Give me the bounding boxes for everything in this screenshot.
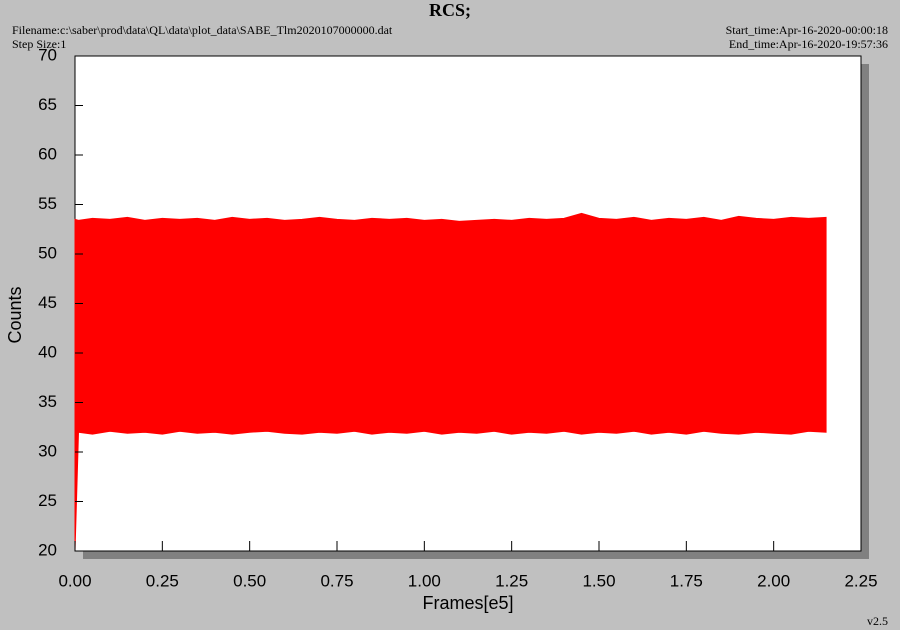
y-tick-label: 45 [38,293,57,312]
signal-band [74,212,827,552]
y-tick-label: 50 [38,243,57,262]
y-tick-label: 65 [38,95,57,114]
x-tick-label: 0.00 [58,571,91,590]
step-size: Step Size:1 [12,37,66,51]
end-time: End_time:Apr-16-2020-19:57:36 [729,37,888,51]
filename: Filename:c:\saber\prod\data\QL\data\plot… [12,23,393,37]
x-tick-label: 2.25 [844,571,877,590]
x-axis-label: Frames[e5] [422,593,513,613]
chart-title: RCS; [429,0,471,20]
y-tick-label: 55 [38,194,57,213]
x-tick-label: 1.25 [495,571,528,590]
y-tick-label: 20 [38,540,57,559]
y-tick-label: 30 [38,441,57,460]
x-tick-label: 1.75 [670,571,703,590]
x-tick-label: 1.50 [582,571,615,590]
start-time: Start_time:Apr-16-2020-00:00:18 [726,23,888,37]
version: v2.5 [867,614,888,628]
y-tick-label: 40 [38,342,57,361]
y-axis-label: Counts [5,286,25,343]
y-tick-label: 35 [38,392,57,411]
x-tick-label: 0.25 [146,571,179,590]
y-tick-label: 60 [38,144,57,163]
x-tick-label: 0.50 [233,571,266,590]
x-tick-label: 2.00 [757,571,790,590]
x-tick-label: 1.00 [408,571,441,590]
y-tick-label: 25 [38,491,57,510]
y-tick-label: 70 [38,45,57,64]
x-tick-label: 0.75 [320,571,353,590]
